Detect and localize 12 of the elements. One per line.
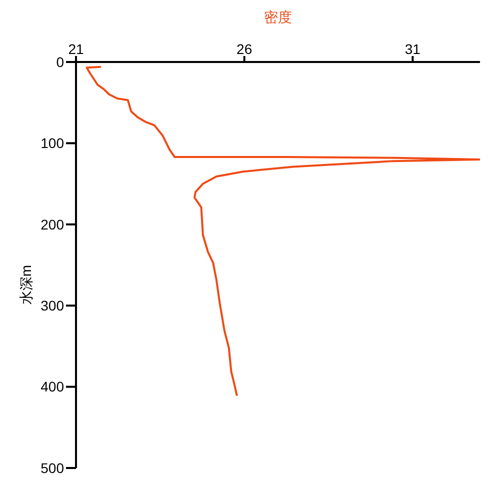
y-tick-label: 500 — [40, 460, 64, 476]
x-tick-label: 21 — [68, 41, 84, 57]
y-axis-title: 水深m — [18, 265, 34, 305]
y-tick-label: 100 — [40, 135, 64, 152]
y-tick-label: 300 — [40, 298, 64, 314]
y-tick-label: 0 — [56, 54, 64, 70]
x-tick-label: 26 — [236, 41, 252, 57]
x-tick-label: 31 — [404, 41, 421, 57]
y-tick-label: 400 — [40, 378, 64, 395]
x-axis-title: 密度 — [264, 9, 292, 25]
y-tick-label: 200 — [40, 216, 64, 232]
line-series — [86, 66, 480, 397]
